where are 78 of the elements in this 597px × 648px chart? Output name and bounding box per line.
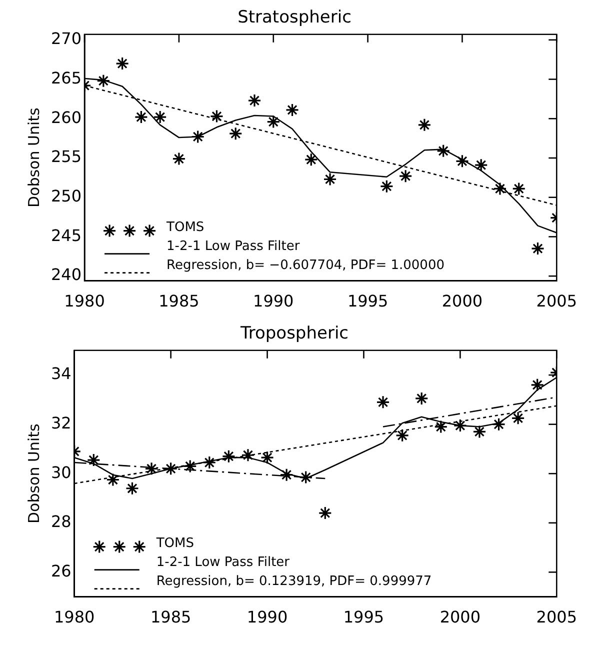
y-tick-label: 245 bbox=[50, 226, 82, 245]
y-tick-label: 270 bbox=[50, 29, 82, 48]
point bbox=[436, 144, 450, 158]
legend-label: Regression, b= 0.123919, PDF= 0.999977 bbox=[156, 574, 432, 590]
point bbox=[511, 411, 525, 425]
x-tick-label: 1990 bbox=[246, 608, 288, 627]
x-tick-label: 1995 bbox=[347, 292, 388, 311]
x-tick-label: 1985 bbox=[158, 292, 200, 311]
point bbox=[280, 468, 294, 482]
point bbox=[414, 392, 428, 406]
y-tick-label: 28 bbox=[51, 512, 72, 532]
y-tick-label: 240 bbox=[50, 265, 82, 284]
x-tick-label: 1980 bbox=[64, 292, 105, 311]
point bbox=[530, 378, 544, 392]
point bbox=[434, 420, 448, 434]
point bbox=[106, 472, 120, 487]
point bbox=[153, 110, 167, 124]
x-tick-label: 2000 bbox=[440, 608, 481, 627]
point bbox=[492, 418, 506, 432]
y-tick-label: 34 bbox=[51, 364, 72, 384]
point bbox=[493, 182, 507, 196]
point bbox=[474, 158, 488, 172]
point bbox=[134, 110, 148, 124]
point bbox=[380, 180, 394, 194]
point bbox=[266, 114, 280, 129]
chart-title: Tropospheric bbox=[239, 324, 349, 344]
point bbox=[285, 103, 300, 117]
legend-label: Regression, b= −0.607704, PDF= 1.00000 bbox=[166, 258, 444, 274]
point bbox=[172, 152, 186, 166]
point bbox=[202, 456, 216, 470]
point bbox=[86, 453, 100, 467]
point bbox=[299, 470, 313, 484]
legend-label: TOMS bbox=[166, 220, 204, 236]
point bbox=[376, 395, 390, 409]
point bbox=[191, 130, 205, 144]
point bbox=[241, 448, 255, 462]
point bbox=[455, 154, 470, 168]
point bbox=[164, 462, 178, 476]
point bbox=[222, 450, 236, 464]
point bbox=[530, 242, 545, 256]
y-axis-title: Dobson Units bbox=[24, 107, 43, 208]
point bbox=[210, 109, 224, 124]
y-tick-label: 250 bbox=[50, 186, 82, 206]
point bbox=[183, 459, 197, 474]
point bbox=[260, 450, 274, 464]
point bbox=[453, 418, 467, 432]
x-tick-label: 1985 bbox=[150, 608, 192, 627]
point bbox=[248, 94, 262, 108]
x-tick-label: 1995 bbox=[343, 608, 384, 627]
y-tick-label: 265 bbox=[50, 68, 82, 88]
legend-label: TOMS bbox=[155, 536, 194, 552]
x-tick-label: 2005 bbox=[536, 292, 577, 311]
point bbox=[318, 506, 332, 520]
legend-label: 1-2-1 Low Pass Filter bbox=[156, 555, 290, 570]
point bbox=[116, 56, 130, 70]
point bbox=[228, 126, 242, 140]
y-tick-label: 32 bbox=[51, 413, 72, 432]
point bbox=[396, 428, 410, 442]
y-tick-label: 30 bbox=[51, 462, 72, 482]
point bbox=[418, 118, 432, 132]
point bbox=[304, 152, 318, 166]
point bbox=[323, 172, 337, 186]
chart-title: Stratospheric bbox=[238, 8, 352, 28]
point bbox=[398, 169, 412, 183]
point bbox=[144, 462, 158, 476]
y-tick-label: 26 bbox=[51, 561, 72, 580]
x-tick-label: 2005 bbox=[536, 608, 577, 627]
x-tick-label: 2000 bbox=[442, 292, 483, 311]
y-tick-label: 260 bbox=[50, 108, 82, 127]
y-tick-label: 255 bbox=[50, 147, 82, 166]
x-tick-label: 1980 bbox=[54, 608, 95, 627]
point bbox=[96, 74, 110, 88]
point bbox=[472, 424, 486, 439]
point bbox=[125, 482, 140, 496]
point bbox=[512, 182, 526, 196]
x-tick-label: 1990 bbox=[253, 292, 294, 311]
y-axis-title: Dobson Units bbox=[24, 423, 43, 524]
legend-label: 1-2-1 Low Pass Filter bbox=[166, 239, 300, 254]
